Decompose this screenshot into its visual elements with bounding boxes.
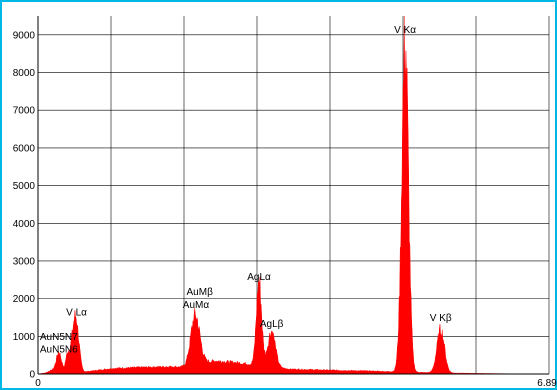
peak-label: AuMβ [187,287,214,298]
peak-label: AuMα [183,300,210,311]
y-tick-label: 7000 [13,106,36,117]
spectrum-area [37,15,549,375]
x-tick-label: 6.89 [537,378,557,389]
y-tick-label: 0 [29,370,35,381]
peak-label: V Kβ [430,313,452,324]
y-tick-label: 1000 [13,332,36,343]
y-tick-label: 8000 [13,68,36,79]
peak-label: AgLα [247,272,271,283]
x-tick-label: 0 [35,378,41,389]
y-tick-label: 2000 [13,294,36,305]
peak-label: V Kα [394,25,416,36]
peak-label: AgLβ [260,319,284,330]
y-tick-label: 4000 [13,219,36,230]
y-tick-label: 3000 [13,256,36,267]
y-tick-label: 6000 [13,143,36,154]
peak-label: V Lα [66,308,87,319]
plot-area [38,16,549,374]
peak-label: AuN5N6 [40,345,78,356]
y-tick-label: 5000 [13,181,36,192]
y-tick-label: 9000 [13,30,36,41]
peak-label: AuN5N7 [40,332,78,343]
